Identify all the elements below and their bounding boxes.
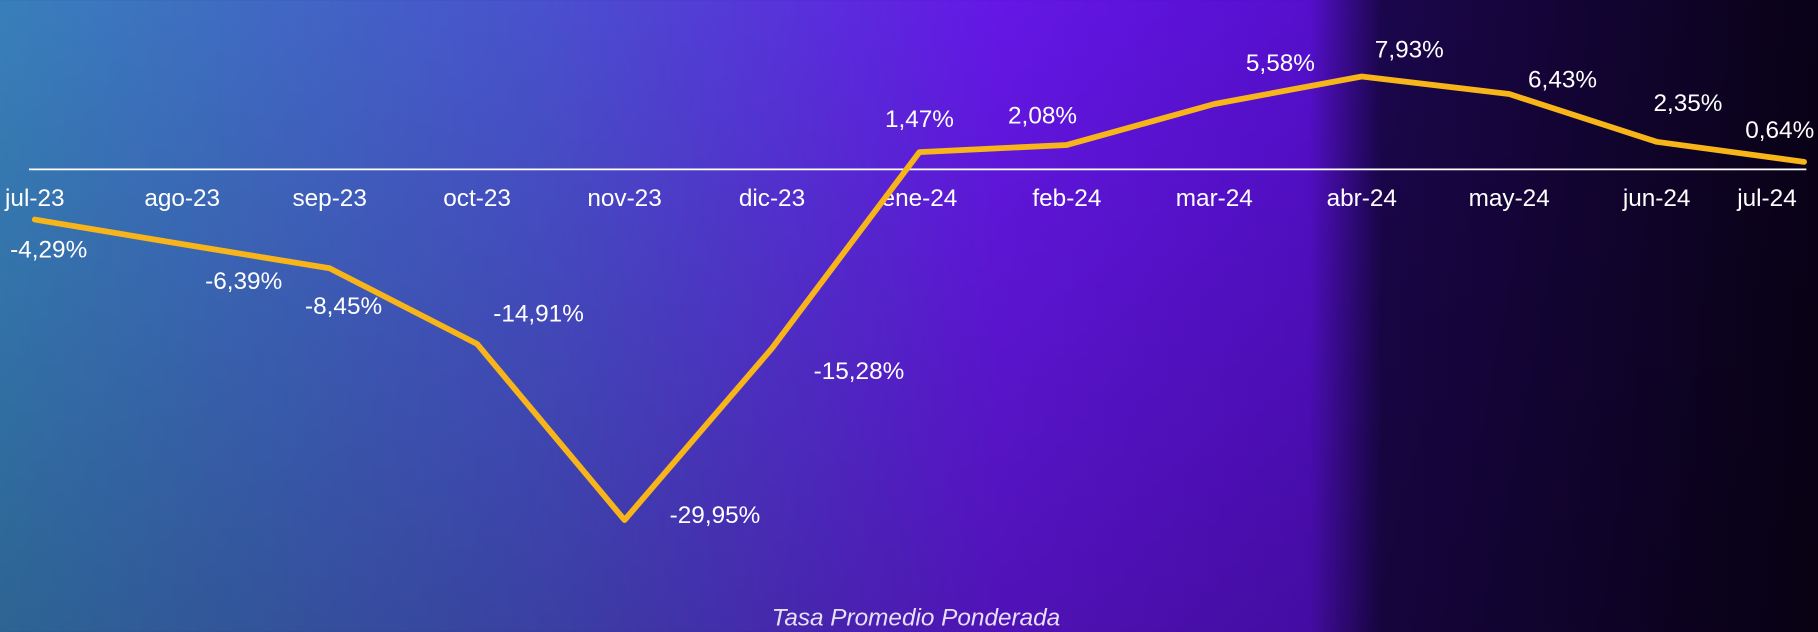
x-tick-label: abr-24 <box>1327 185 1397 212</box>
x-tick-label: ago-23 <box>144 185 220 212</box>
x-tick-label: oct-23 <box>443 185 511 212</box>
data-label: -6,39% <box>205 268 282 295</box>
x-tick-label: nov-23 <box>587 185 661 212</box>
chart-title: Tasa Promedio Ponderada <box>772 605 1061 632</box>
data-label: -8,45% <box>305 293 382 320</box>
x-tick-label: dic-23 <box>739 185 805 212</box>
data-label: 2,08% <box>1008 103 1077 130</box>
data-label: -14,91% <box>493 300 584 327</box>
data-label: 7,93% <box>1375 36 1444 63</box>
data-label: 1,47% <box>885 106 954 133</box>
data-label: -4,29% <box>10 236 87 263</box>
x-tick-label: jun-24 <box>1622 185 1691 212</box>
page: {"chart_data": {"type": "line", "title":… <box>0 0 1818 632</box>
data-label: -15,28% <box>814 358 905 385</box>
x-tick-label: jul-24 <box>1736 185 1797 212</box>
data-label: 5,58% <box>1246 50 1315 77</box>
x-tick-label: sep-23 <box>292 185 366 212</box>
data-label: -29,95% <box>670 502 761 529</box>
data-label: 0,64% <box>1745 117 1814 144</box>
background-shade <box>0 0 1818 632</box>
x-tick-label: feb-24 <box>1032 185 1101 212</box>
x-tick-label: jul-23 <box>4 185 65 212</box>
x-tick-label: may-24 <box>1469 185 1550 212</box>
x-tick-label: mar-24 <box>1176 185 1253 212</box>
data-label: 6,43% <box>1528 67 1597 94</box>
chart: Tasa Promedio Ponderada jul-23 ago-23 sep-… <box>0 0 1818 632</box>
data-label: 2,35% <box>1653 90 1722 117</box>
